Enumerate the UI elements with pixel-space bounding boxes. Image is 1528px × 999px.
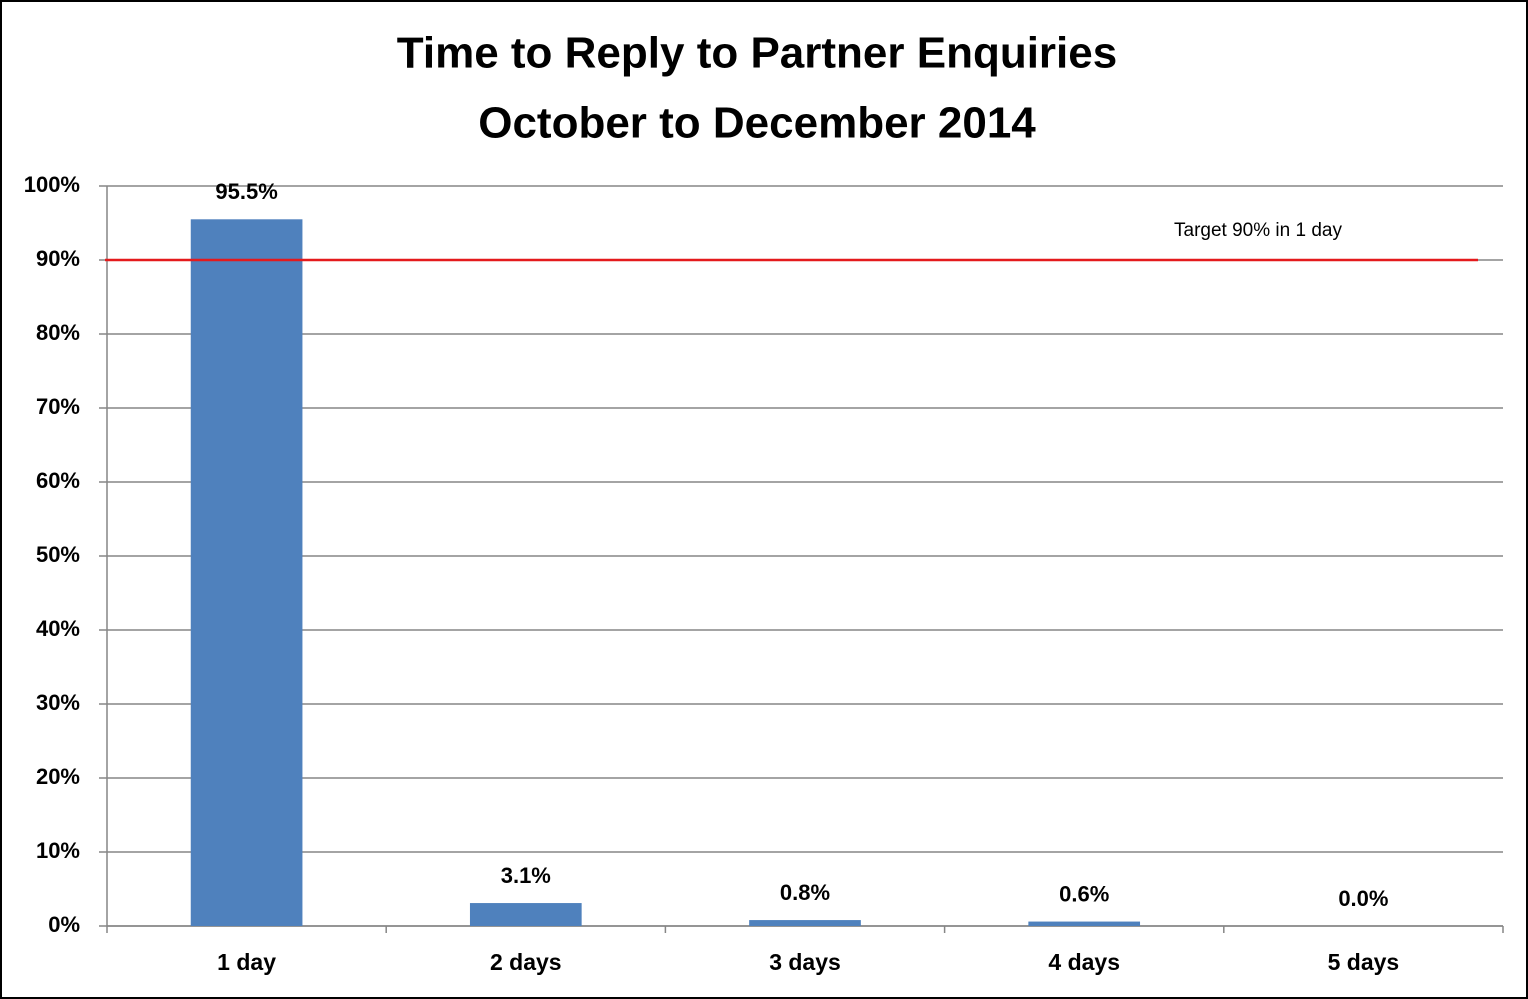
x-tick-label: 2 days (490, 949, 562, 975)
x-tick-label: 4 days (1048, 949, 1120, 975)
y-tick-label: 50% (36, 542, 80, 567)
y-tick-label: 20% (36, 764, 80, 789)
value-label: 0.8% (780, 880, 830, 905)
y-tick-label: 80% (36, 320, 80, 345)
chart-title: Time to Reply to Partner Enquiries (397, 29, 1117, 78)
bar (190, 219, 303, 927)
y-tick-label: 70% (36, 394, 80, 419)
bar (469, 903, 582, 926)
value-label: 3.1% (501, 863, 551, 888)
y-tick-label: 60% (36, 468, 80, 493)
x-tick-label: 5 days (1328, 949, 1400, 975)
bar (749, 920, 861, 926)
chart-subtitle: October to December 2014 (478, 99, 1036, 148)
x-tick-label: 1 day (217, 949, 276, 975)
y-tick-label: 100% (24, 172, 80, 197)
y-tick-label: 30% (36, 690, 80, 715)
y-tick-label: 40% (36, 616, 80, 641)
x-tick-label: 3 days (769, 949, 841, 975)
bar (1028, 921, 1141, 926)
value-label: 95.5% (215, 179, 277, 204)
target-label: Target 90% in 1 day (1174, 220, 1342, 241)
value-label: 0.6% (1059, 881, 1109, 906)
y-tick-label: 90% (36, 246, 80, 271)
y-tick-label: 0% (48, 912, 80, 937)
value-label: 0.0% (1338, 886, 1388, 911)
y-tick-label: 10% (36, 838, 80, 863)
